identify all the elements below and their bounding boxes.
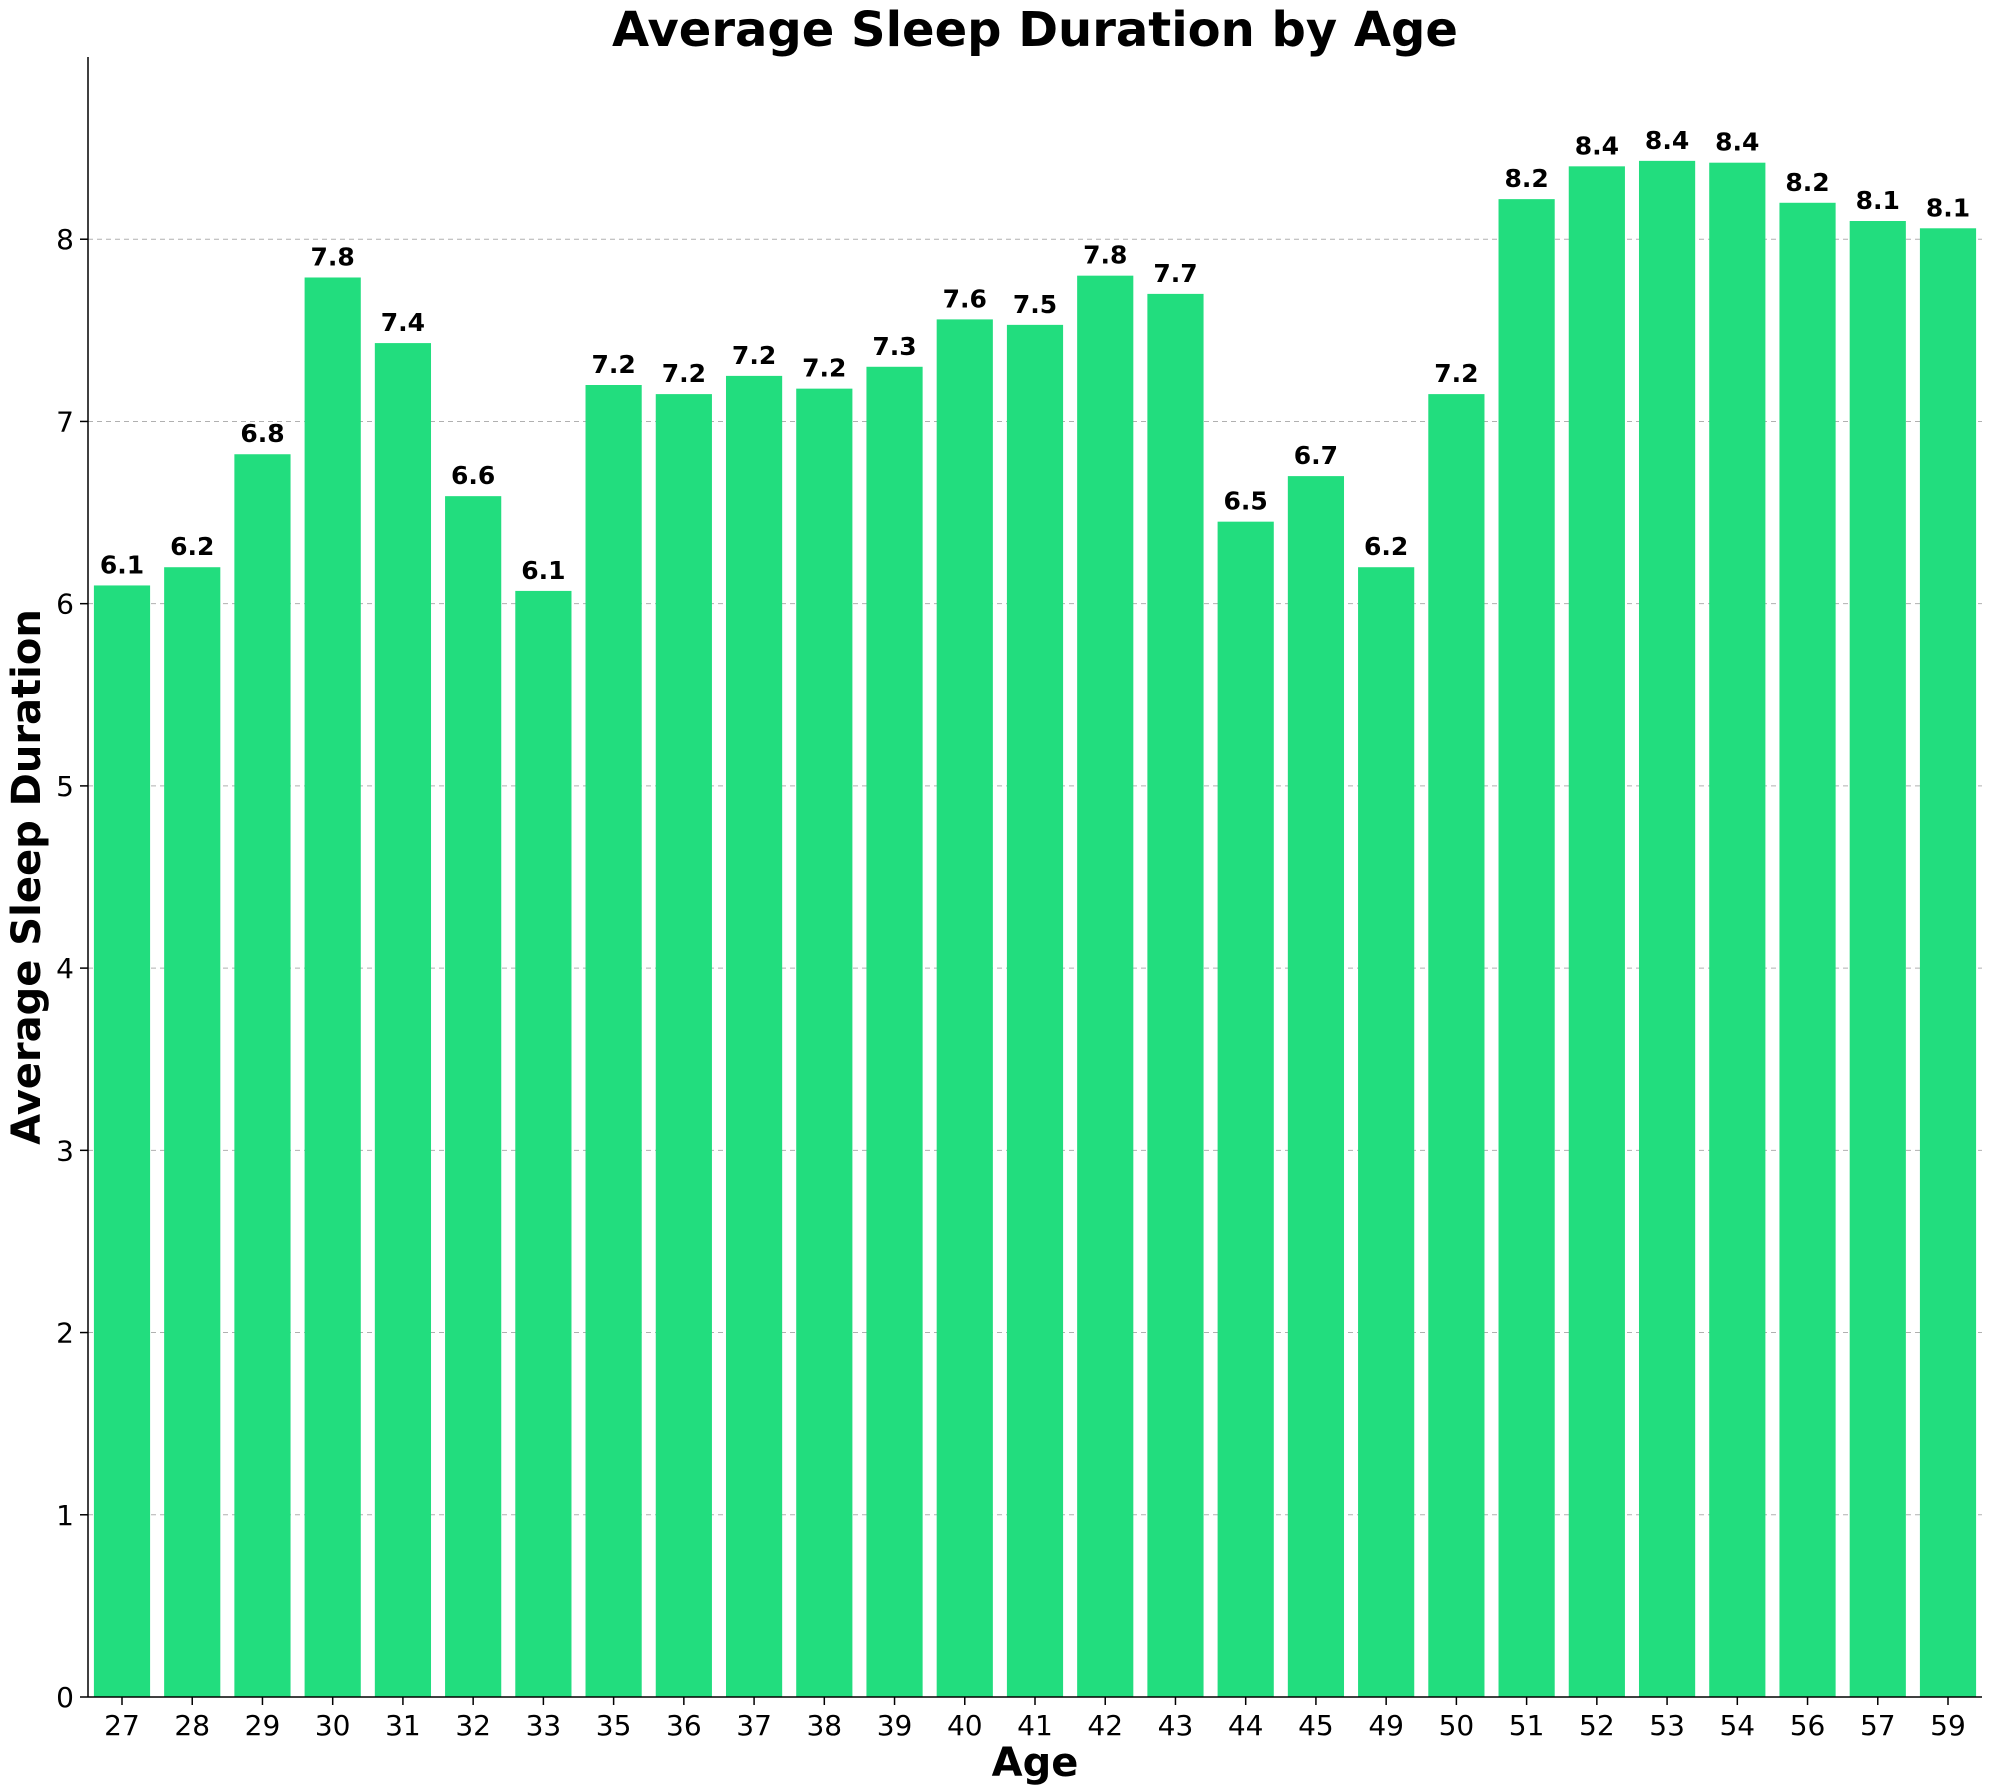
data-label-37: 7.2 (732, 341, 776, 370)
x-ticks: 27 28 29 30 31 32 33 35 36 37 38 39 40 41 42 43 44 45 49 50… (104, 1697, 1966, 1742)
x-tick-label-40: 40 (947, 1709, 983, 1742)
x-tick-label-54: 54 (1719, 1709, 1755, 1742)
bar-37 (725, 375, 783, 1697)
bar-57 (1849, 221, 1906, 1697)
y-tick-label: 3 (56, 1134, 74, 1167)
data-label-56: 8.2 (1785, 168, 1829, 197)
bar-39 (866, 366, 923, 1697)
data-label-44: 6.5 (1224, 487, 1268, 516)
y-tick-label: 5 (56, 770, 74, 803)
chart-title: Average Sleep Duration by Age (612, 2, 1458, 58)
bar-40 (936, 319, 993, 1697)
x-tick-label-52: 52 (1579, 1709, 1615, 1742)
y-tick-label: 8 (56, 223, 74, 256)
x-tick-label-43: 43 (1158, 1709, 1194, 1742)
data-label-32: 6.6 (451, 461, 495, 490)
bar-42 (1077, 275, 1134, 1698)
data-label-50: 7.2 (1434, 359, 1478, 388)
bar-45 (1287, 476, 1345, 1698)
bar-54 (1709, 162, 1766, 1698)
bar-49 (1358, 567, 1415, 1698)
data-label-51: 8.2 (1504, 164, 1548, 193)
data-label-36: 7.2 (662, 359, 706, 388)
x-tick-label-31: 31 (385, 1709, 421, 1742)
bar-59 (1919, 228, 1977, 1697)
bar-51 (1498, 199, 1555, 1698)
bar-50 (1428, 394, 1485, 1698)
x-tick-label-32: 32 (455, 1709, 491, 1742)
x-tick-label-57: 57 (1860, 1709, 1896, 1742)
bar-52 (1568, 166, 1625, 1697)
y-tick-label: 0 (56, 1681, 74, 1714)
x-tick-label-53: 53 (1649, 1709, 1685, 1742)
y-tick-label: 2 (56, 1317, 74, 1350)
data-label-53: 8.4 (1645, 126, 1689, 155)
x-tick-label-50: 50 (1439, 1709, 1475, 1742)
bar-27 (93, 585, 151, 1697)
bar-44 (1217, 521, 1274, 1697)
x-tick-label-39: 39 (877, 1709, 913, 1742)
x-tick-label-29: 29 (245, 1709, 281, 1742)
data-label-40: 7.6 (943, 284, 987, 313)
y-tick-label: 4 (56, 952, 74, 985)
x-tick-label-36: 36 (666, 1709, 702, 1742)
data-label-28: 6.2 (170, 532, 214, 561)
bars (93, 160, 1977, 1698)
data-label-35: 7.2 (591, 350, 635, 379)
x-tick-label-59: 59 (1930, 1709, 1966, 1742)
bar-41 (1006, 324, 1064, 1697)
y-tick-label: 7 (56, 405, 74, 438)
data-labels: 6.1 6.2 6.8 7.8 7.4 6.6 6.1 7.2 7.2 7.2 7.2 7.3 7.6 7… (100, 126, 1970, 585)
y-tick-label: 1 (56, 1499, 74, 1532)
x-tick-label-45: 45 (1298, 1709, 1334, 1742)
x-tick-label-38: 38 (806, 1709, 842, 1742)
data-label-57: 8.1 (1856, 186, 1900, 215)
x-tick-label-33: 33 (526, 1709, 562, 1742)
x-tick-label-41: 41 (1017, 1709, 1053, 1742)
data-label-38: 7.2 (802, 354, 846, 383)
bar-30 (304, 277, 361, 1697)
x-axis-label: Age (992, 1740, 1079, 1786)
data-label-59: 8.1 (1926, 193, 1970, 222)
data-label-42: 7.8 (1083, 241, 1127, 270)
bar-56 (1779, 202, 1836, 1697)
bar-36 (655, 394, 712, 1698)
bar-43 (1147, 293, 1204, 1697)
data-label-39: 7.3 (872, 332, 916, 361)
x-tick-label-44: 44 (1228, 1709, 1264, 1742)
data-label-31: 7.4 (381, 308, 425, 337)
bar-28 (164, 567, 221, 1698)
x-tick-label-51: 51 (1509, 1709, 1545, 1742)
bar-35 (585, 385, 642, 1697)
y-tick-label: 6 (56, 588, 74, 621)
x-tick-label-35: 35 (596, 1709, 632, 1742)
bar-32 (445, 496, 502, 1698)
bar-53 (1638, 160, 1696, 1697)
x-tick-label-28: 28 (174, 1709, 210, 1742)
data-label-30: 7.8 (311, 242, 355, 271)
y-axis-label: Average Sleep Duration (4, 609, 50, 1145)
data-label-54: 8.4 (1715, 128, 1759, 157)
bar-31 (374, 343, 432, 1698)
y-ticks: 0 1 2 3 4 5 6 7 8 (56, 223, 88, 1714)
x-tick-label-56: 56 (1790, 1709, 1826, 1742)
data-label-43: 7.7 (1153, 259, 1197, 288)
x-tick-label-27: 27 (104, 1709, 140, 1742)
data-label-33: 6.1 (521, 556, 565, 585)
data-label-41: 7.5 (1013, 290, 1057, 319)
data-label-45: 6.7 (1294, 441, 1338, 470)
x-tick-label-42: 42 (1087, 1709, 1123, 1742)
data-label-52: 8.4 (1575, 131, 1619, 160)
x-tick-label-37: 37 (736, 1709, 772, 1742)
x-tick-label-49: 49 (1368, 1709, 1404, 1742)
x-tick-label-30: 30 (315, 1709, 351, 1742)
bar-29 (234, 454, 291, 1698)
data-label-29: 6.8 (240, 419, 284, 448)
data-label-49: 6.2 (1364, 532, 1408, 561)
bar-38 (796, 388, 853, 1698)
bar-33 (515, 590, 572, 1697)
data-label-27: 6.1 (100, 550, 144, 579)
